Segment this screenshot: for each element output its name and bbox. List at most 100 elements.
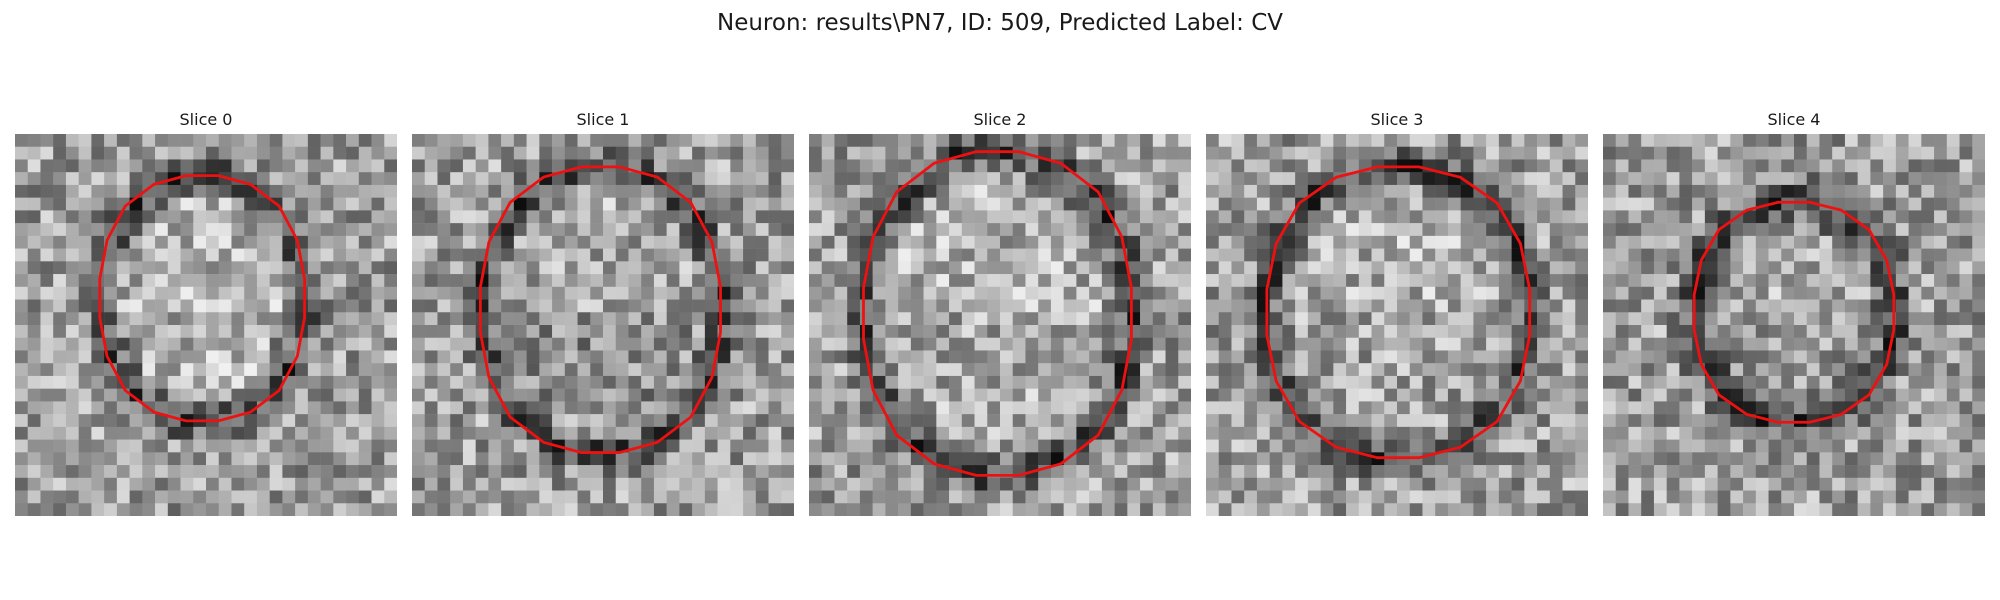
pixel: [526, 477, 540, 491]
pixel: [1435, 286, 1449, 300]
pixel: [898, 274, 912, 288]
pixel: [53, 184, 67, 198]
pixel: [1165, 350, 1179, 364]
pixel: [1012, 286, 1026, 300]
pixel: [1409, 235, 1423, 249]
pixel: [1717, 172, 1731, 186]
pixel: [1307, 248, 1321, 262]
pixel: [1819, 261, 1833, 275]
pixel: [1295, 465, 1309, 479]
pixel: [526, 439, 540, 453]
pixel: [1447, 375, 1461, 389]
pixel: [384, 465, 397, 479]
pixel: [424, 134, 438, 147]
pixel: [424, 159, 438, 173]
pixel: [1615, 274, 1629, 288]
pixel: [564, 312, 578, 326]
pixel: [1575, 465, 1588, 479]
pixel: [1628, 375, 1642, 389]
pixel: [437, 286, 451, 300]
pixel: [1794, 261, 1807, 275]
pixel: [755, 337, 769, 351]
pixel: [1256, 146, 1270, 160]
pixel: [1127, 146, 1141, 160]
pixel: [295, 184, 309, 198]
pixel: [307, 375, 321, 389]
pixel: [1653, 286, 1667, 300]
pixel: [501, 299, 515, 313]
pixel: [206, 299, 219, 313]
pixel: [1127, 350, 1141, 364]
pixel: [1384, 274, 1398, 288]
pixel: [1447, 248, 1461, 262]
pixel: [755, 350, 769, 364]
pixel: [615, 286, 629, 300]
pixel: [898, 375, 912, 389]
pixel: [552, 223, 566, 237]
pixel: [1050, 401, 1064, 415]
pixel: [653, 299, 667, 313]
pixel: [834, 350, 848, 364]
pixel: [1730, 235, 1744, 249]
pixel: [834, 223, 848, 237]
pixel: [1755, 134, 1769, 147]
pixel: [155, 146, 169, 160]
pixel: [307, 210, 321, 224]
pixel: [437, 375, 451, 389]
pixel: [1870, 312, 1884, 326]
pixel: [1178, 439, 1191, 453]
pixel: [961, 375, 975, 389]
pixel: [78, 388, 92, 402]
pixel: [358, 299, 372, 313]
pixel: [295, 388, 309, 402]
pixel: [371, 401, 385, 415]
pixel: [755, 197, 769, 211]
pixel: [1666, 134, 1680, 147]
pixel: [1511, 503, 1525, 516]
pixel: [755, 312, 769, 326]
pixel: [1140, 299, 1154, 313]
pixel: [1397, 388, 1410, 402]
pixel: [653, 248, 667, 262]
pixel: [358, 375, 372, 389]
pixel: [1140, 325, 1154, 338]
pixel: [1063, 210, 1077, 224]
pixel: [1781, 401, 1795, 415]
pixel: [155, 414, 169, 428]
pixel: [717, 363, 731, 377]
pixel: [949, 235, 963, 249]
pixel: [1256, 197, 1270, 211]
pixel: [53, 363, 67, 377]
pixel: [1140, 337, 1154, 351]
pixel: [1165, 312, 1179, 326]
pixel: [1524, 197, 1538, 211]
pixel: [1282, 159, 1296, 173]
segmentation-outline: [98, 174, 306, 423]
pixel: [1012, 325, 1026, 338]
pixel: [116, 503, 130, 516]
pixel: [526, 286, 540, 300]
pixel: [717, 490, 731, 504]
pixel: [936, 286, 950, 300]
pixel: [1666, 235, 1680, 249]
pixel: [206, 363, 219, 377]
pixel: [1972, 350, 1985, 364]
pixel: [577, 146, 591, 160]
pixel: [1717, 223, 1731, 237]
pixel: [1358, 184, 1372, 198]
pixel: [450, 350, 464, 364]
pixel: [872, 414, 886, 428]
pixel: [1819, 465, 1833, 479]
pixel: [501, 248, 515, 262]
pixel: [1946, 184, 1960, 198]
pixel: [1231, 299, 1245, 313]
pixel: [1844, 490, 1858, 504]
pixel: [1908, 299, 1922, 313]
pixel: [1743, 363, 1757, 377]
pixel: [1025, 503, 1039, 516]
pixel: [1447, 401, 1461, 415]
pixel: [1384, 337, 1398, 351]
pixel: [1333, 452, 1347, 466]
pixel: [603, 503, 616, 516]
pixel: [231, 465, 245, 479]
